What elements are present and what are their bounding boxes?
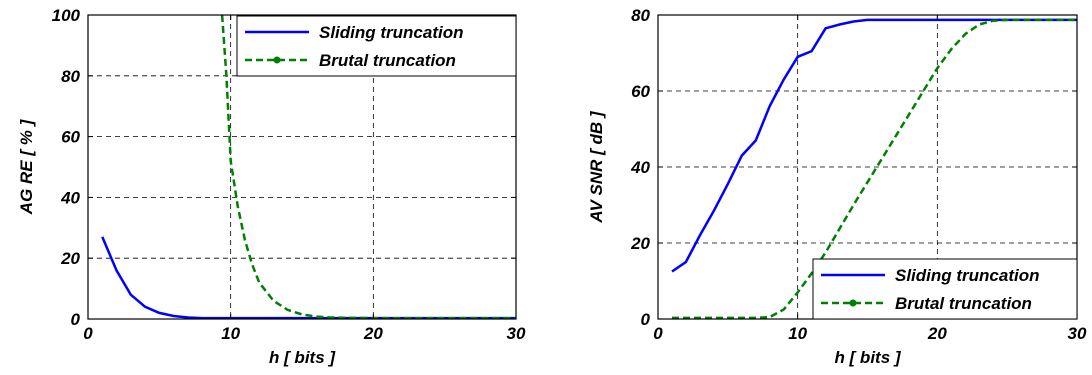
legend-marker bbox=[849, 299, 857, 307]
y-tick-label: 20 bbox=[60, 249, 80, 268]
legend: Sliding truncation Brutal truncation bbox=[236, 15, 517, 77]
series-line-1 bbox=[101, 236, 516, 319]
legend-label: Sliding truncation bbox=[319, 23, 464, 42]
legend: Sliding truncation Brutal truncation bbox=[812, 258, 1078, 320]
legend-marker bbox=[273, 56, 281, 64]
series-line-1 bbox=[671, 18, 1077, 273]
x-tick-label: 10 bbox=[221, 324, 240, 343]
x-tick-label: 10 bbox=[788, 324, 807, 343]
chart-1: 0 10 20 30 0 20 40 60 80 100 h [ bits ] AG RE [ % ]… bbox=[17, 6, 526, 367]
x-tick-label: 0 bbox=[653, 324, 663, 343]
y-tick-label: 0 bbox=[641, 310, 651, 329]
x-tick-label: 30 bbox=[507, 324, 526, 343]
legend-label: Sliding truncation bbox=[895, 266, 1040, 285]
x-tick-label: 20 bbox=[927, 324, 947, 343]
x-axis-label: h [ bits ] bbox=[269, 348, 336, 367]
x-tick-label: 30 bbox=[1068, 324, 1087, 343]
y-tick-label: 80 bbox=[61, 67, 80, 86]
y-tick-label: 100 bbox=[52, 6, 81, 25]
series-line-2 bbox=[672, 18, 1077, 319]
x-axis-label: h [ bits ] bbox=[834, 348, 901, 367]
legend-label: Brutal truncation bbox=[895, 294, 1032, 313]
legend-label: Brutal truncation bbox=[319, 51, 456, 70]
chart-2: 0 10 20 30 0 20 40 60 80 h [ bits ] AV SNR [ dB ] S… bbox=[587, 6, 1087, 367]
y-tick-label: 40 bbox=[630, 158, 650, 177]
y-tick-label: 60 bbox=[61, 128, 80, 147]
legend-box bbox=[236, 15, 517, 77]
y-axis-label: AV SNR [ dB ] bbox=[587, 110, 606, 223]
x-tick-label: 0 bbox=[83, 324, 93, 343]
y-tick-label: 0 bbox=[71, 310, 81, 329]
y-tick-label: 40 bbox=[60, 188, 80, 207]
legend-box bbox=[812, 258, 1078, 320]
plot-frame bbox=[87, 14, 517, 320]
y-tick-label: 80 bbox=[631, 6, 650, 25]
y-tick-label: 20 bbox=[630, 234, 650, 253]
x-tick-label: 20 bbox=[363, 324, 383, 343]
y-tick-label: 60 bbox=[631, 82, 650, 101]
y-axis-label: AG RE [ % ] bbox=[17, 118, 36, 215]
